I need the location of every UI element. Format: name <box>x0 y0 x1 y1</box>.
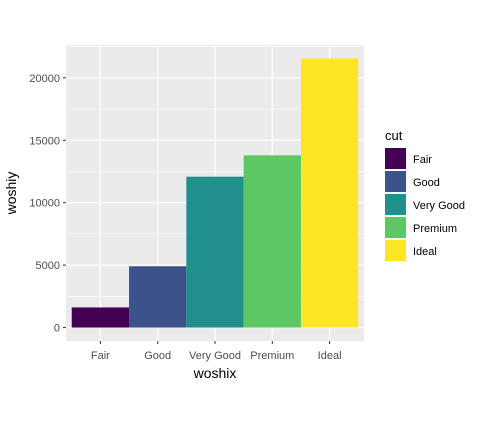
legend-title: cut <box>385 128 403 143</box>
legend-label: Ideal <box>413 246 437 258</box>
x-tick-label: Fair <box>91 350 110 362</box>
bar-premium <box>243 155 301 328</box>
x-axis-title: woshix <box>193 365 237 381</box>
legend-label: Fair <box>413 154 432 166</box>
legend-label: Good <box>413 177 440 189</box>
legend: cut Fair Good Very Good Premium Ideal <box>385 128 465 261</box>
legend-label: Premium <box>413 223 457 235</box>
bar-very-good <box>186 176 244 328</box>
y-tick-label: 20000 <box>29 73 60 85</box>
x-axis: Fair Good Very Good Premium Ideal <box>91 341 342 362</box>
legend-label: Very Good <box>413 200 465 212</box>
bar-ideal <box>300 58 359 328</box>
x-tick-label: Ideal <box>318 350 342 362</box>
legend-key <box>385 217 406 238</box>
y-axis: 0 5000 10000 15000 20000 <box>29 73 66 335</box>
y-axis-title: woshiy <box>3 172 19 216</box>
legend-key <box>385 171 406 192</box>
y-tick-label: 15000 <box>29 135 60 147</box>
y-tick-label: 0 <box>54 323 60 335</box>
legend-key <box>385 240 406 261</box>
legend-key <box>385 148 406 169</box>
x-tick-label: Good <box>144 350 171 362</box>
bar-fair <box>71 307 130 328</box>
x-tick-label: Premium <box>250 350 294 362</box>
x-tick-label: Very Good <box>189 350 241 362</box>
bars <box>71 58 359 328</box>
y-tick-label: 5000 <box>36 260 60 272</box>
legend-key <box>385 194 406 215</box>
bar-good <box>129 266 187 328</box>
y-tick-label: 10000 <box>29 198 60 210</box>
